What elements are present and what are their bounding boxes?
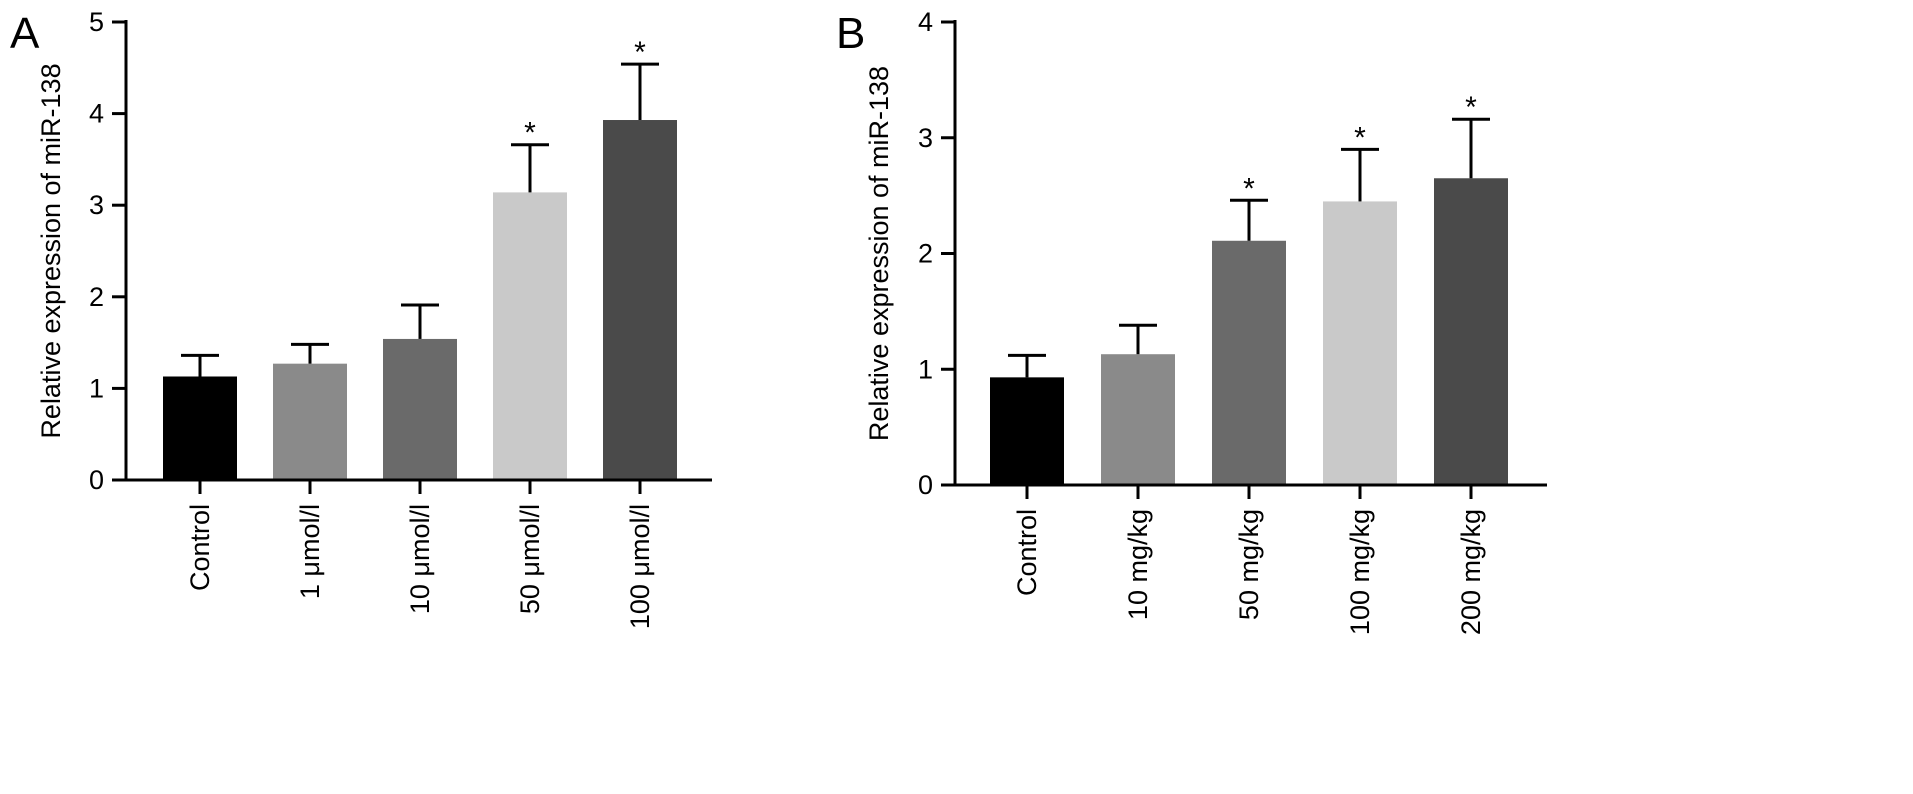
y-tick-label: 3 (89, 190, 104, 220)
bar (273, 363, 347, 480)
panel-b: B Relative expression of miR-138 0 1 2 3 4 Cont… (836, 7, 1547, 635)
x-category-label: 50 mg/kg (1234, 509, 1264, 620)
bar (383, 338, 457, 480)
y-tick-label: 3 (918, 123, 933, 153)
significance-star: * (1243, 172, 1255, 205)
x-category-label: 1 μmol/l (295, 504, 325, 599)
significance-star: * (524, 117, 536, 150)
bar (1434, 178, 1508, 485)
y-tick-label: 4 (918, 7, 933, 37)
bar (603, 120, 677, 481)
bar (1212, 240, 1286, 485)
y-tick-label: 2 (89, 282, 104, 312)
x-category-label: 200 mg/kg (1456, 509, 1486, 635)
y-tick-label: 0 (918, 470, 933, 500)
x-category-label: Control (1012, 509, 1042, 596)
bar (1101, 354, 1175, 485)
x-category-label: 100 μmol/l (625, 504, 655, 629)
bar (163, 376, 237, 480)
y-tick-label: 1 (918, 354, 933, 384)
bar (990, 377, 1064, 485)
panel-letter: A (10, 9, 40, 58)
x-category-label: 10 mg/kg (1123, 509, 1153, 620)
significance-star: * (634, 36, 646, 69)
x-category-label: 50 μmol/l (515, 504, 545, 614)
significance-star: * (1465, 91, 1477, 124)
bar (1323, 201, 1397, 485)
y-tick-label: 5 (89, 7, 104, 37)
panel-letter: B (836, 9, 865, 58)
x-category-label: 100 mg/kg (1345, 509, 1375, 635)
y-tick-label: 1 (89, 373, 104, 403)
x-category-label: 10 μmol/l (405, 504, 435, 614)
x-category-label: Control (185, 504, 215, 591)
panel-a: A Relative expression of miR-138 0 1 2 3 4 5 Con… (10, 7, 712, 629)
y-tick-label: 0 (89, 465, 104, 495)
y-axis-title: Relative expression of miR-138 (36, 63, 66, 438)
y-axis-title: Relative expression of miR-138 (864, 66, 894, 441)
significance-star: * (1354, 121, 1366, 154)
bar (493, 192, 567, 480)
y-tick-label: 4 (89, 99, 104, 129)
y-tick-label: 2 (918, 239, 933, 269)
